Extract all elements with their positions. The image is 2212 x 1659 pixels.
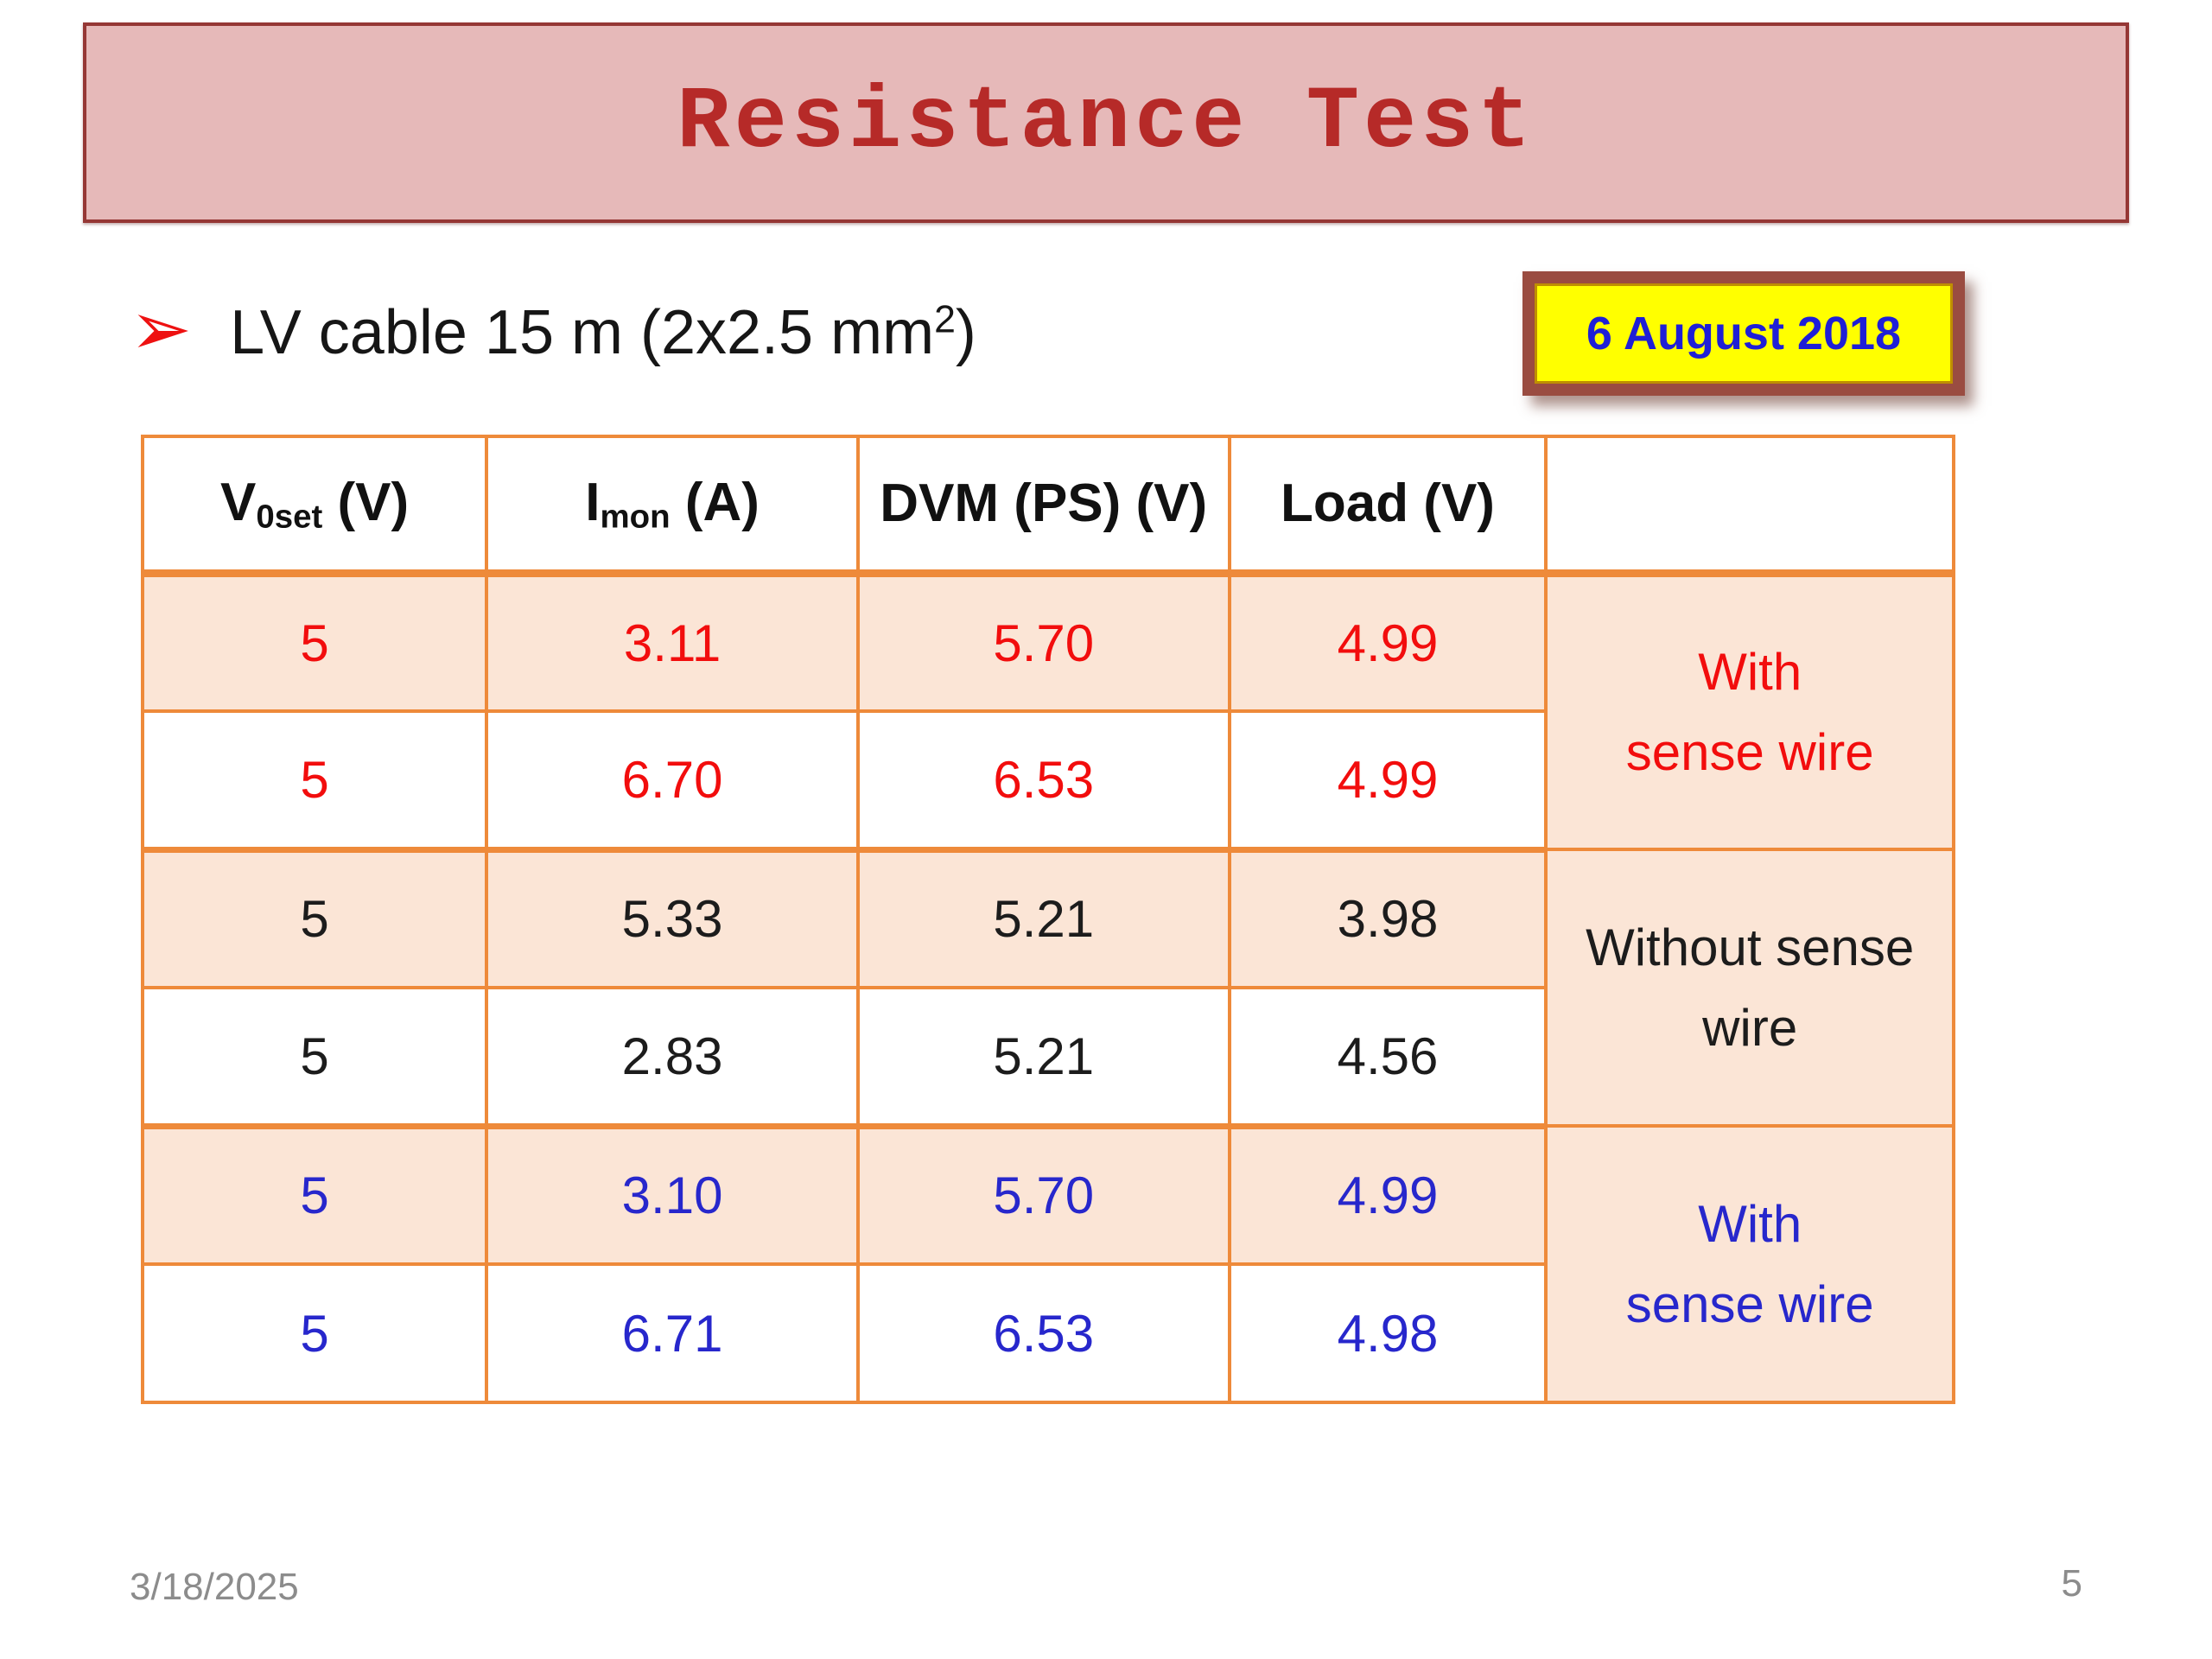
data-cell: 2.83 (485, 986, 860, 1129)
data-cell: 5 (140, 1262, 489, 1404)
data-cell: 5.70 (855, 571, 1231, 713)
date-badge-label: 6 August 2018 (1586, 308, 1902, 359)
data-cell: 3.98 (1227, 848, 1548, 989)
data-cell: 4.99 (1227, 1124, 1548, 1266)
bullet-superscript: 2 (934, 298, 956, 341)
group-label-cell: With sense wire (1544, 571, 1955, 851)
table-row: 5 3.11 5.70 4.99 With sense wire (140, 571, 1955, 851)
table-row: 5 6.70 6.53 4.99 (140, 709, 1954, 853)
header-cell-load: Load (V) (1227, 435, 1548, 577)
header-cell-empty (1544, 435, 1955, 577)
header-cell-v0set: V0set (V) (140, 435, 489, 577)
group-label-cell: Without sense wire (1544, 848, 1955, 1128)
header-row: V0set (V) Imon (A) DVM (PS) (V) Load (V) (140, 435, 1955, 577)
data-cell: 6.53 (855, 1262, 1231, 1404)
bullet-text: LV cable 15 m (2x2.5 mm2) (230, 297, 976, 368)
data-cell: 5.70 (855, 1124, 1231, 1266)
data-cell: 5 (140, 709, 489, 853)
data-cell: 6.53 (855, 709, 1231, 853)
table-row: 5 2.83 5.21 4.56 (140, 986, 1954, 1129)
date-badge: 6 August 2018 (1522, 271, 1965, 396)
data-cell: 5 (140, 571, 489, 713)
data-cell: 5 (140, 986, 489, 1129)
data-cell: 3.11 (485, 571, 860, 713)
table-row: 5 6.71 6.53 4.98 (140, 1262, 1954, 1404)
header-cell-dvm: DVM (PS) (V) (855, 435, 1231, 577)
data-cell: 5 (140, 848, 489, 989)
header-v-unit: (V) (322, 472, 410, 532)
data-cell: 4.56 (1227, 986, 1548, 1129)
title-banner: Resistance Test (83, 22, 2129, 223)
page-number: 5 (2061, 1562, 2082, 1605)
header-i-sub: mon (600, 497, 671, 535)
table-row: 5 3.10 5.70 4.99 With sense wire (140, 1124, 1955, 1404)
header-i-unit: (A) (670, 472, 760, 532)
slide-title: Resistance Test (677, 73, 1535, 173)
data-cell: 6.70 (485, 709, 860, 853)
data-cell: 4.98 (1227, 1262, 1548, 1404)
data-cell: 5.33 (485, 848, 860, 989)
header-v-sub: 0set (256, 497, 323, 535)
table-row: 5 5.33 5.21 3.98 Without sense wire (140, 848, 1955, 1128)
data-cell: 3.10 (485, 1124, 860, 1266)
group-label-cell: With sense wire (1544, 1124, 1955, 1404)
data-cell: 4.99 (1227, 709, 1548, 853)
data-cell: 4.99 (1227, 571, 1548, 713)
data-cell: 5 (140, 1124, 489, 1266)
data-cell: 5.21 (855, 986, 1231, 1129)
data-cell: 5.21 (855, 848, 1231, 989)
header-cell-imon: Imon (A) (485, 435, 860, 577)
resistance-test-table: V0set (V) Imon (A) DVM (PS) (V) Load (V)… (140, 435, 1955, 1404)
header-i-base: I (585, 472, 601, 532)
bullet-text-main: LV cable 15 m (2x2.5 mm (230, 298, 935, 367)
arrow-bullet-icon: ➢ (130, 288, 193, 371)
bullet-text-close: ) (955, 298, 976, 367)
footer-date: 3/18/2025 (130, 1566, 299, 1608)
header-v-base: V (220, 472, 257, 532)
data-cell: 6.71 (485, 1262, 860, 1404)
bullet-list-item: ➢ LV cable 15 m (2x2.5 mm2) (130, 285, 1426, 380)
